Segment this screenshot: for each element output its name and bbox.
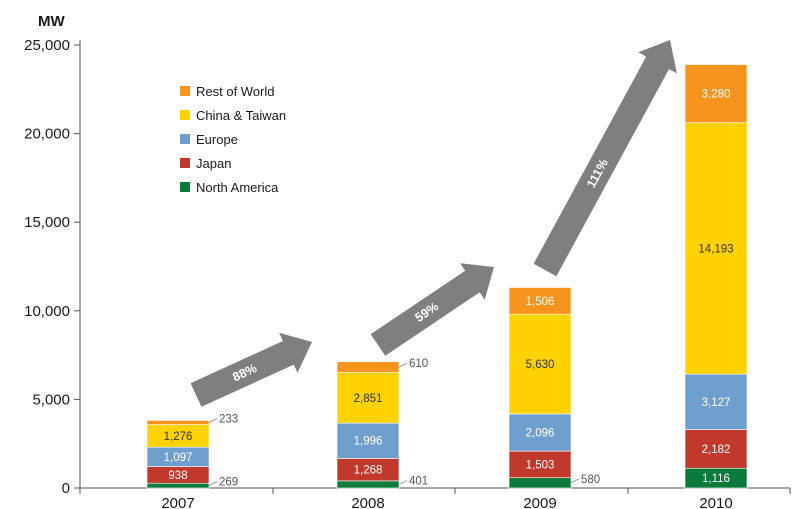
legend-label: Rest of World	[196, 84, 275, 99]
legend: Rest of World China & Taiwan Europe Japan No…	[180, 84, 286, 195]
data-label: 2,182	[702, 444, 731, 456]
y-tick-label: 20,000	[24, 126, 70, 143]
data-label: 1,097	[164, 452, 193, 464]
x-tick-label: 2007	[161, 495, 194, 509]
data-label: 401	[409, 475, 428, 487]
data-label: 938	[168, 470, 187, 482]
bar-segment	[684, 122, 748, 375]
data-label: 3,127	[702, 397, 731, 409]
y-tick-label: 25,000	[24, 37, 70, 54]
x-tick-label: 2008	[351, 495, 384, 509]
legend-item: North America	[180, 180, 279, 195]
legend-swatch	[180, 158, 190, 168]
bar-segment	[146, 482, 210, 489]
legend-item: Rest of World	[180, 84, 275, 99]
bar-stack-2010: 1,116 2,182 3,127 14,193 3,280	[684, 64, 748, 489]
growth-arrow-shape	[370, 263, 494, 356]
data-label: 3,280	[702, 89, 731, 101]
legend-label: Europe	[196, 132, 238, 147]
data-label-leader	[398, 362, 408, 368]
legend-label: North America	[196, 180, 279, 195]
legend-item: Japan	[180, 156, 231, 171]
axes: MW 0 5,000 10,000 15,000 20,000 25,000 2007 2008…	[24, 13, 791, 509]
y-axis-unit-label: MW	[38, 13, 65, 30]
data-label-leader	[398, 480, 408, 485]
legend-swatch	[180, 134, 190, 144]
growth-arrow-shape	[533, 40, 677, 277]
bar-segment	[508, 313, 572, 415]
data-label: 1,268	[354, 465, 383, 477]
bar-segment	[508, 413, 572, 452]
y-tick-label: 5,000	[32, 391, 70, 408]
legend-swatch	[180, 182, 190, 192]
bar-segment	[508, 477, 572, 489]
data-label: 1,503	[526, 459, 555, 471]
legend-label: Japan	[196, 156, 231, 171]
data-label: 14,193	[698, 243, 733, 255]
data-label: 1,276	[164, 431, 193, 443]
legend-item: Europe	[180, 132, 238, 147]
y-tick-label: 15,000	[24, 214, 70, 231]
data-label: 269	[219, 477, 238, 489]
bar-segment	[336, 372, 400, 424]
bar-stack-2009: 580 1,503 2,096 5,630 1,506	[508, 287, 600, 489]
legend-swatch	[180, 110, 190, 120]
x-tick-label: 2010	[699, 495, 732, 509]
bar-segment	[508, 450, 572, 479]
data-label: 2,096	[526, 428, 555, 440]
legend-item: China & Taiwan	[180, 108, 286, 123]
y-tick-label: 10,000	[24, 303, 70, 320]
growth-arrows: 88% 59% 111%	[190, 40, 677, 407]
growth-arrow: 111%	[533, 40, 677, 277]
growth-arrow: 88%	[190, 332, 312, 407]
growth-arrow-shape	[190, 332, 312, 407]
data-label: 1,506	[526, 296, 555, 308]
bars: 269 938 1,097 1,276 233 401 1,268 1,996 2,851 610…	[146, 64, 748, 489]
bar-segment	[684, 429, 748, 469]
data-label: 233	[219, 413, 238, 425]
bar-segment	[508, 287, 572, 315]
y-tick-label: 0	[62, 480, 70, 497]
bar-segment	[684, 373, 748, 430]
bar-segment	[336, 361, 400, 373]
data-label: 1,996	[354, 436, 383, 448]
data-label-leader	[208, 418, 218, 423]
data-label: 610	[409, 358, 428, 370]
data-label: 5,630	[526, 359, 555, 371]
data-label: 2,851	[354, 393, 383, 405]
bar-stack-2008: 401 1,268 1,996 2,851 610	[336, 358, 428, 489]
legend-label: China & Taiwan	[196, 108, 286, 123]
growth-arrow: 59%	[370, 263, 494, 356]
bar-stack-2007: 269 938 1,097 1,276 233	[146, 413, 238, 489]
data-label-leader	[208, 481, 218, 486]
legend-swatch	[180, 86, 190, 96]
data-label-leader	[570, 478, 580, 484]
bar-segment	[146, 420, 210, 425]
bar-segment	[336, 480, 400, 489]
data-label: 580	[581, 474, 600, 486]
data-label: 1,116	[702, 473, 730, 485]
x-tick-label: 2009	[523, 495, 556, 509]
bar-segment	[684, 64, 748, 123]
